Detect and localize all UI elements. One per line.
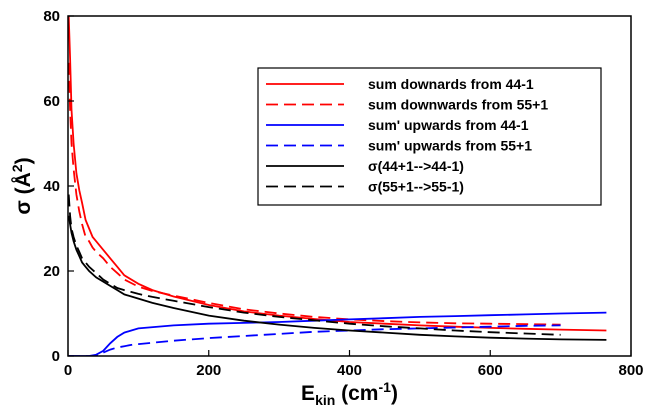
x-tick-label: 200: [196, 362, 221, 379]
y-tick-label: 80: [43, 8, 60, 25]
series-line-6: [68, 194, 561, 336]
y-tick-label: 60: [43, 93, 60, 110]
y-tick-label: 20: [43, 263, 60, 280]
x-tick-label: 400: [337, 362, 362, 379]
series-line-2: [68, 62, 561, 326]
tick-labels: 0 200 400 600 800 0 20 40 60 80: [43, 8, 643, 379]
x-axis-title-sub: kin: [315, 392, 335, 408]
legend: sum downards from 44-1 sum downwards from…: [257, 67, 602, 206]
y-axis-title: σ (Å2): [9, 157, 35, 214]
series-line-4: [68, 324, 561, 356]
y-tick-label: 0: [52, 348, 60, 365]
x-tick-label: 0: [64, 362, 72, 379]
series-line-3: [68, 311, 607, 356]
legend-label: sum downards from 44-1: [368, 76, 534, 92]
x-axis-title-main: E: [301, 382, 315, 405]
y-axis-title-close: ): [12, 157, 35, 164]
series-line-5: [68, 215, 607, 341]
legend-label: σ(55+1-->55-1): [368, 179, 464, 195]
x-axis-title: Ekin (cm-1): [301, 379, 398, 408]
legend-box: [257, 67, 602, 206]
axis-ticks: [67, 15, 632, 357]
x-tick-label: 600: [478, 362, 503, 379]
x-tick-label: 800: [618, 362, 643, 379]
y-axis-title-main: σ (Å: [11, 172, 35, 214]
y-axis-title-sup: 2: [9, 164, 25, 172]
legend-label: sum' upwards from 55+1: [368, 138, 532, 154]
series-line-1: [68, 16, 607, 332]
legend-label: sum' upwards from 44-1: [368, 117, 529, 133]
legend-label: sum downwards from 55+1: [368, 97, 548, 113]
x-axis-title-sup: -1: [378, 379, 391, 395]
y-tick-label: 40: [43, 178, 60, 195]
x-axis-title-rest: (cm: [335, 382, 378, 405]
plot-area: [68, 16, 607, 356]
legend-label: σ(44+1-->44-1): [368, 158, 464, 174]
x-axis-title-close: ): [391, 382, 398, 405]
